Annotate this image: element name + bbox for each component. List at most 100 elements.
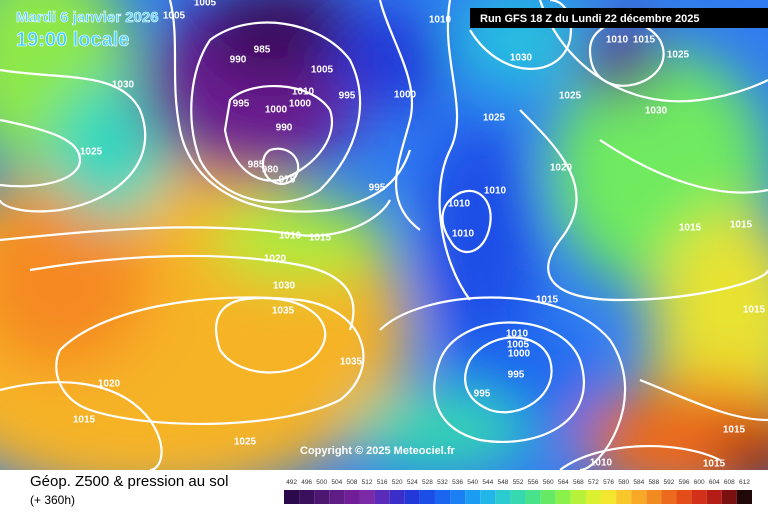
isobar-label: 1025 bbox=[667, 50, 690, 61]
scale-label: 608 bbox=[724, 479, 735, 486]
scale-cell bbox=[570, 490, 586, 504]
scale-cell bbox=[419, 490, 435, 504]
isobar-label: 1010 bbox=[429, 15, 452, 26]
isobar-label: 1035 bbox=[340, 357, 363, 368]
isobar-label: 1015 bbox=[730, 220, 753, 231]
isobar-label: 1000 bbox=[265, 105, 288, 116]
scale-label: 576 bbox=[603, 479, 614, 486]
isobar-label: 1015 bbox=[723, 425, 746, 436]
isobar-label: 1010 bbox=[606, 35, 629, 46]
scale-cell bbox=[450, 490, 466, 504]
isobar-label: 1005 bbox=[163, 11, 186, 22]
scale-label: 564 bbox=[558, 479, 569, 486]
scale-label: 500 bbox=[316, 479, 327, 486]
scale-label: 588 bbox=[648, 479, 659, 486]
field bbox=[0, 0, 768, 470]
scale-cell bbox=[585, 490, 602, 504]
scale-cell bbox=[284, 490, 300, 504]
scale-cell bbox=[555, 490, 571, 504]
isobar-label: 1030 bbox=[273, 281, 296, 292]
isobar-label: 1015 bbox=[309, 233, 332, 244]
scale-label: 512 bbox=[362, 479, 373, 486]
scale-cell bbox=[646, 490, 662, 504]
scale-cell bbox=[631, 490, 647, 504]
scale-label: 596 bbox=[679, 479, 690, 486]
scale-label: 552 bbox=[513, 479, 524, 486]
isobar-label: 1015 bbox=[73, 415, 96, 426]
isobar-label: 995 bbox=[474, 389, 491, 400]
isobar-label: 1015 bbox=[536, 295, 559, 306]
isobar-label: 1020 bbox=[264, 254, 287, 265]
scale-cell bbox=[465, 490, 481, 504]
scale-cell bbox=[389, 490, 405, 504]
date: Mardi 6 janvier 2026 bbox=[16, 9, 159, 26]
run-info: Run GFS 18 Z du Lundi 22 décembre 2025 bbox=[480, 13, 699, 25]
scale-cell bbox=[616, 490, 632, 504]
run-bar bbox=[470, 8, 768, 28]
isobar-label: 1035 bbox=[272, 306, 295, 317]
scale-label: 556 bbox=[528, 479, 539, 486]
scale-cell bbox=[736, 490, 752, 504]
scale-label: 492 bbox=[286, 479, 297, 486]
footer-title: Géop. Z500 & pression au sol bbox=[30, 473, 228, 490]
copyright: Copyright © 2025 Meteociel.fr bbox=[300, 445, 456, 457]
scale-cell bbox=[676, 490, 692, 504]
scale-label: 528 bbox=[422, 479, 433, 486]
isobar-label: 1025 bbox=[483, 113, 506, 124]
isobar-label: 995 bbox=[233, 99, 250, 110]
scale-cell bbox=[691, 490, 707, 504]
scale-cell bbox=[495, 490, 511, 504]
isobar-label: 1010 bbox=[292, 87, 315, 98]
isobar-label: 1025 bbox=[234, 437, 257, 448]
isobar-label: 995 bbox=[369, 183, 386, 194]
isobar-label: 995 bbox=[508, 370, 525, 381]
isobar-label: 995 bbox=[339, 91, 356, 102]
isobar-label: 990 bbox=[276, 123, 293, 134]
scale-label: 496 bbox=[301, 479, 312, 486]
scale-label: 548 bbox=[497, 479, 508, 486]
scale-cell bbox=[299, 490, 315, 504]
scale-label: 572 bbox=[588, 479, 599, 486]
isobar-label: 1025 bbox=[80, 147, 103, 158]
isobar-label: 1030 bbox=[112, 80, 135, 91]
scale-label: 568 bbox=[573, 479, 584, 486]
scale-cell bbox=[601, 490, 617, 504]
scale-label: 584 bbox=[633, 479, 644, 486]
scale-label: 544 bbox=[482, 479, 493, 486]
scale-label: 580 bbox=[618, 479, 629, 486]
isobar-label: 1015 bbox=[633, 35, 656, 46]
isobar-label: 975 bbox=[279, 175, 296, 186]
scale-cell bbox=[404, 490, 420, 504]
scale-cell bbox=[344, 490, 360, 504]
scale-cell bbox=[706, 490, 722, 504]
isobar-label: 1010 bbox=[452, 229, 475, 240]
scale-cell bbox=[525, 490, 541, 504]
scale-cell bbox=[434, 490, 451, 504]
scale-label: 540 bbox=[467, 479, 478, 486]
scale-label: 592 bbox=[664, 479, 675, 486]
scale-label: 508 bbox=[347, 479, 358, 486]
isobar-label: 1020 bbox=[98, 379, 121, 390]
isobar-label: 1015 bbox=[679, 223, 702, 234]
scale-cell bbox=[480, 490, 496, 504]
scale-cell bbox=[314, 490, 330, 504]
footer-lead: (+ 360h) bbox=[30, 493, 75, 507]
scale-cell bbox=[510, 490, 526, 504]
isobar-label: 1010 bbox=[484, 186, 507, 197]
scale-label: 560 bbox=[543, 479, 554, 486]
isobar-label: 990 bbox=[230, 55, 247, 66]
scale-label: 532 bbox=[437, 479, 448, 486]
scale-label: 520 bbox=[392, 479, 403, 486]
isobar-label: 1005 bbox=[311, 65, 334, 76]
time: 19:00 locale bbox=[16, 29, 129, 51]
scale-label: 604 bbox=[709, 479, 720, 486]
scale-cell bbox=[540, 490, 556, 504]
isobar-label: 1015 bbox=[743, 305, 766, 316]
isobar-label: 1020 bbox=[550, 163, 573, 174]
scale-label: 504 bbox=[331, 479, 342, 486]
isobar-label: 1000 bbox=[289, 99, 312, 110]
isobar-label: 985 bbox=[254, 45, 271, 56]
